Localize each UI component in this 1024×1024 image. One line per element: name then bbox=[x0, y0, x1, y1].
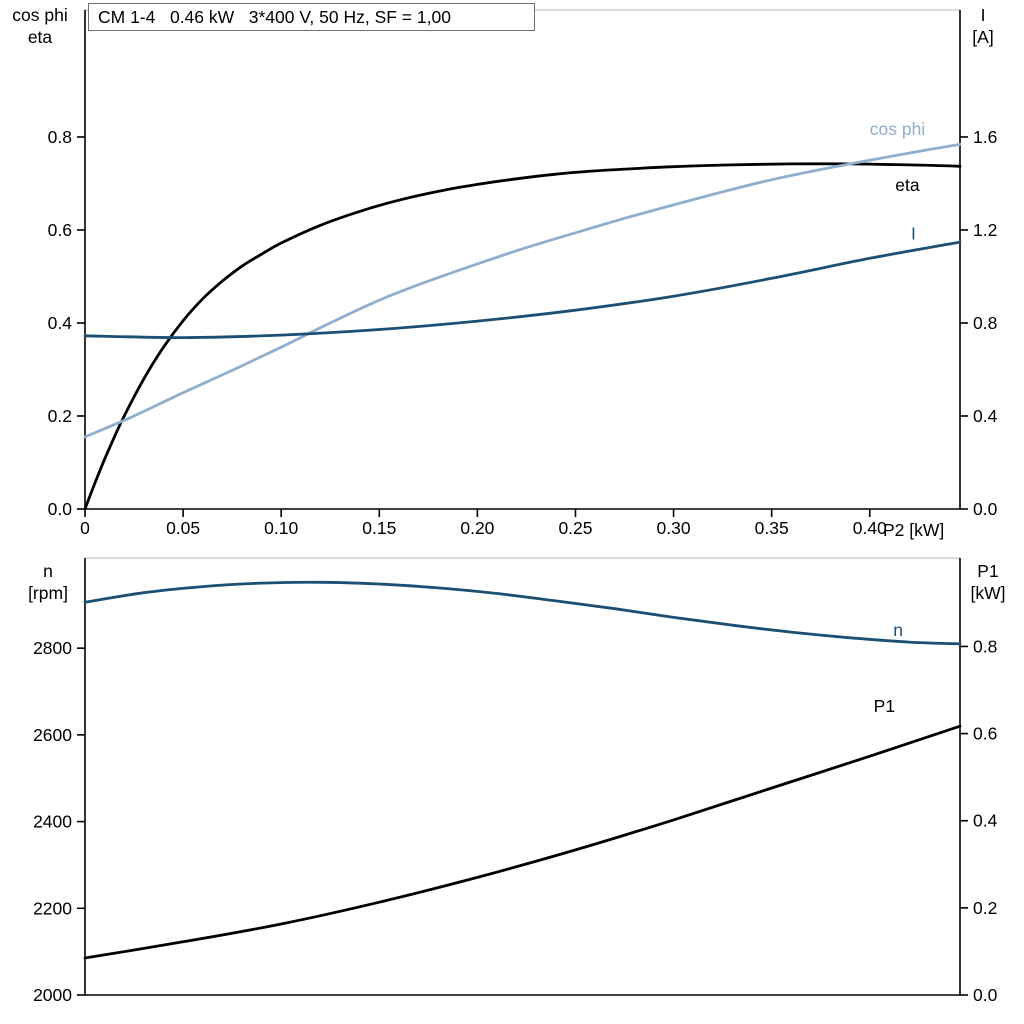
svg-text:0.05: 0.05 bbox=[166, 518, 200, 538]
svg-text:0.0: 0.0 bbox=[973, 985, 998, 1005]
svg-text:0.10: 0.10 bbox=[264, 518, 298, 538]
x-axis-label-p2: P2 [kW] bbox=[883, 520, 945, 540]
svg-text:1.6: 1.6 bbox=[973, 127, 997, 147]
right-axis-title-current: I bbox=[980, 5, 986, 25]
svg-text:0.2: 0.2 bbox=[973, 898, 997, 918]
svg-text:0.25: 0.25 bbox=[558, 518, 592, 538]
svg-text:0.4: 0.4 bbox=[48, 313, 73, 333]
svg-text:0.4: 0.4 bbox=[973, 406, 998, 426]
svg-text:0: 0 bbox=[80, 518, 90, 538]
svg-text:n: n bbox=[893, 620, 903, 640]
right-axis-title-p1-unit: [kW] bbox=[970, 583, 1006, 603]
svg-text:eta: eta bbox=[895, 175, 920, 195]
svg-text:0.35: 0.35 bbox=[755, 518, 789, 538]
svg-text:0.8: 0.8 bbox=[973, 313, 997, 333]
svg-text:0.4: 0.4 bbox=[973, 811, 998, 831]
left-axis-title-speed-unit: [rpm] bbox=[28, 583, 68, 603]
svg-text:0.40: 0.40 bbox=[853, 518, 887, 538]
right-axis-title-current-unit: [A] bbox=[972, 27, 994, 47]
svg-text:2600: 2600 bbox=[33, 725, 72, 745]
left-axis-title-cos-phi: cos phi bbox=[12, 5, 68, 25]
svg-text:0.20: 0.20 bbox=[460, 518, 494, 538]
svg-text:2800: 2800 bbox=[33, 638, 72, 658]
svg-text:cos phi: cos phi bbox=[870, 119, 925, 139]
left-axis-title-eta: eta bbox=[27, 27, 53, 47]
svg-text:0.0: 0.0 bbox=[973, 499, 998, 519]
svg-text:2200: 2200 bbox=[33, 898, 72, 918]
svg-text:0.30: 0.30 bbox=[657, 518, 691, 538]
svg-text:2400: 2400 bbox=[33, 812, 72, 832]
svg-text:0.0: 0.0 bbox=[48, 499, 73, 519]
svg-text:P1: P1 bbox=[874, 696, 895, 716]
svg-text:0.8: 0.8 bbox=[48, 127, 72, 147]
top-chart-left-axis-title: cos phi eta bbox=[0, 4, 80, 48]
right-axis-title-p1: P1 bbox=[977, 561, 999, 581]
svg-text:0.6: 0.6 bbox=[973, 724, 997, 744]
bottom-chart-right-axis-title: P1 [kW] bbox=[953, 560, 1023, 604]
svg-text:2000: 2000 bbox=[33, 985, 72, 1005]
top-chart-right-axis-title: I [A] bbox=[948, 4, 1018, 48]
svg-text:0.6: 0.6 bbox=[48, 220, 72, 240]
svg-text:I: I bbox=[911, 223, 916, 243]
left-axis-title-speed: n bbox=[43, 561, 53, 581]
svg-text:0.2: 0.2 bbox=[48, 406, 72, 426]
title-box: CM 1-4 0.46 kW 3*400 V, 50 Hz, SF = 1,00 bbox=[88, 3, 535, 31]
svg-text:0.8: 0.8 bbox=[973, 636, 997, 656]
bottom-chart-left-axis-title: n [rpm] bbox=[6, 560, 90, 604]
svg-text:0.15: 0.15 bbox=[362, 518, 396, 538]
svg-text:1.2: 1.2 bbox=[973, 220, 997, 240]
